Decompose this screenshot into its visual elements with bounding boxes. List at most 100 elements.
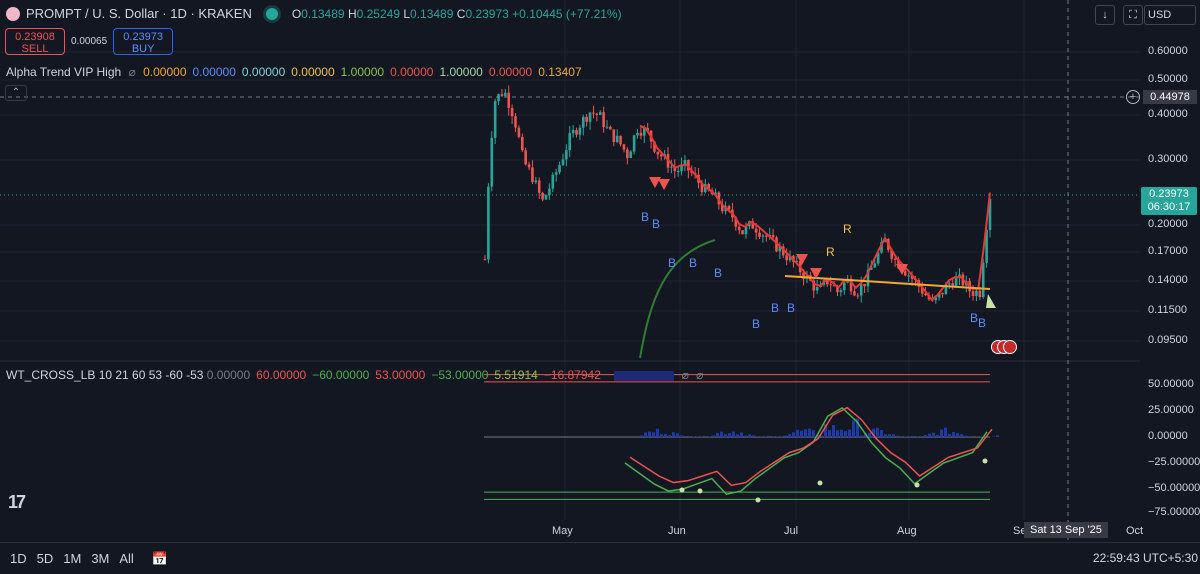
osc-histogram-bar [672, 432, 675, 437]
candle-body [578, 127, 582, 135]
trade-panel: 0.23908 SELL 0.00065 0.23973 BUY [5, 28, 174, 55]
crosshair-price-label: 0.44978 [1143, 90, 1197, 104]
osc-histogram-bar [876, 427, 879, 437]
osc-histogram-bar [904, 436, 907, 437]
candle-body [565, 150, 568, 160]
open-label: O [291, 6, 302, 21]
candle-body [880, 242, 883, 253]
oscillator-visibility-icon: ⌀ [681, 368, 689, 382]
candle-body [758, 232, 761, 237]
candle-body [751, 221, 755, 229]
candle-body [761, 235, 765, 237]
candle-body [581, 116, 585, 128]
candle-body [626, 149, 629, 159]
clock[interactable]: 22:59:43 UTC+5:30 [1092, 551, 1198, 565]
download-icon[interactable]: ↓ [1095, 5, 1115, 25]
osc-histogram-bar [792, 432, 795, 437]
candle-body [683, 160, 687, 165]
candle-body [554, 172, 558, 175]
osc-histogram-bar [828, 429, 831, 437]
fullscreen-icon[interactable]: ⛶ [1123, 5, 1143, 25]
oscillator-value-2: −60.00000 [312, 368, 370, 382]
indicator-value-2: 0.00000 [241, 65, 286, 79]
symbol-title[interactable]: PROMPT / U. S. Dollar · 1D · KRAKEN [26, 6, 252, 21]
sell-signal-triangle [649, 177, 661, 188]
buy-signal-triangle [986, 294, 996, 308]
sell-label: SELL [21, 43, 49, 55]
add-alert-icon[interactable]: + [1126, 90, 1140, 104]
osc-histogram-bar [944, 427, 947, 437]
candle-body [632, 135, 636, 152]
oscillator-legend[interactable]: WT_CROSS_LB 10 21 60 53 -60 -53 0.00000 6… [6, 368, 703, 382]
candle-body [788, 255, 792, 261]
sell-signal-triangle [796, 254, 808, 265]
osc-histogram-bar [780, 436, 783, 437]
osc-histogram-bar [724, 434, 727, 437]
indicator-value-3: 0.00000 [291, 65, 335, 79]
osc-histogram-bar [952, 431, 955, 437]
buy-signal-label: B [641, 210, 649, 224]
sell-signal-triangle [896, 264, 908, 275]
osc-histogram-bar [868, 432, 871, 437]
candle-body [842, 282, 846, 291]
candle-body [937, 292, 941, 298]
timeframe-5d[interactable]: 5D [36, 551, 54, 566]
reversal-signal-label: R [843, 222, 852, 236]
oscillator-values: 0.00000 60.00000 −60.00000 53.00000 −53.0000… [207, 368, 607, 382]
buy-price: 0.23973 [123, 31, 164, 43]
candle-body [836, 286, 839, 293]
candle-body [795, 260, 799, 262]
sell-signal-triangle [810, 268, 822, 279]
osc-tick-label: −25.00000 [1148, 456, 1200, 468]
time-axis[interactable]: May Jun Jul Aug Se Oct Sat 13 Sep '25 [0, 522, 1200, 542]
buy-label: BUY [131, 43, 155, 55]
collapse-legend-button[interactable]: ⌃ [5, 85, 27, 101]
cross-dot [697, 488, 703, 494]
osc-histogram-bar [732, 431, 735, 437]
sell-button[interactable]: 0.23908 SELL [5, 28, 65, 55]
candle-body [507, 92, 511, 108]
osc-histogram-bar [640, 435, 643, 437]
osc-histogram-bar [644, 432, 647, 437]
indicator-legend[interactable]: Alpha Trend VIP High ⌀ 0.00000 0.00000 0.0… [6, 65, 588, 79]
osc-tick-label: 50.00000 [1148, 378, 1194, 390]
candle-body [948, 283, 951, 285]
osc-histogram-bar [656, 428, 659, 437]
osc-histogram-bar [908, 436, 911, 437]
candle-body [595, 113, 599, 115]
price-axis[interactable]: 0.60000 0.50000 0.40000 0.30000 0.20000 0.170… [1140, 0, 1200, 548]
candle-body [558, 164, 561, 173]
timeframe-1d[interactable]: 1D [10, 551, 27, 566]
osc-histogram-bar [948, 434, 951, 437]
candle-body [568, 133, 572, 151]
candle-body [598, 112, 602, 115]
candle-body [910, 275, 914, 279]
timeframe-3m[interactable]: 3M [91, 551, 110, 566]
candle-body [544, 194, 548, 200]
symbol-logo-icon [6, 6, 20, 21]
candle-body [602, 112, 605, 128]
timeframe-all[interactable]: All [119, 551, 134, 566]
osc-histogram-bar [884, 434, 887, 437]
osc-tick-label: 25.00000 [1148, 404, 1194, 416]
candle-body [588, 112, 592, 122]
reversal-signal-label: R [826, 245, 835, 259]
osc-histogram-bar [728, 432, 731, 437]
osc-histogram-bar [996, 435, 999, 437]
candle-body [629, 151, 633, 159]
candle-body [700, 182, 704, 193]
candle-body [849, 278, 853, 292]
oscillator-value-6: −16.87942 [543, 368, 601, 382]
currency-select[interactable]: USD [1144, 5, 1196, 25]
osc-tick-label: −50.00000 [1148, 482, 1200, 494]
date-range-icon[interactable]: 📅 [151, 550, 169, 566]
wt2-line [629, 406, 993, 487]
timeframe-1m[interactable]: 1M [63, 551, 82, 566]
candle-body [656, 151, 660, 155]
buy-button[interactable]: 0.23973 BUY [113, 28, 174, 55]
osc-histogram-bar [776, 436, 779, 437]
buy-signal-label: B [689, 256, 697, 270]
candle-body [524, 150, 527, 165]
